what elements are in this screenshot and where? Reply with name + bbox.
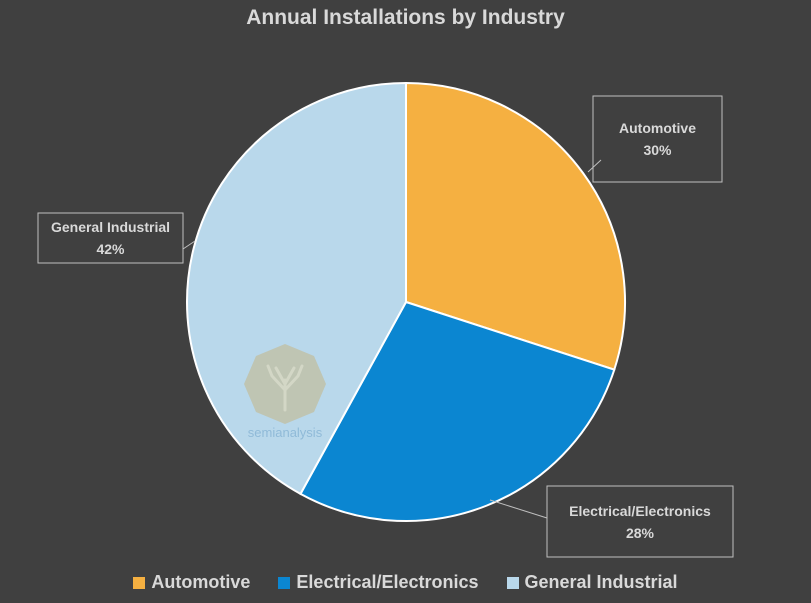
legend: Automotive Electrical/Electronics Genera… bbox=[0, 572, 811, 593]
callout-general-industrial: General Industrial 42% bbox=[38, 213, 183, 263]
callout-automotive: Automotive 30% bbox=[593, 96, 722, 182]
legend-swatch-general-industrial bbox=[506, 576, 519, 589]
legend-label-electrical-electronics: Electrical/Electronics bbox=[296, 572, 479, 592]
leader-line-electrical-electronics bbox=[489, 499, 548, 519]
legend-item-electrical-electronics: Electrical/Electronics bbox=[278, 572, 479, 593]
callout-general-industrial-value: 42% bbox=[96, 241, 125, 257]
legend-item-general-industrial: General Industrial bbox=[506, 572, 678, 593]
pie-slice-electrical-electronics bbox=[299, 300, 616, 522]
callout-automotive-label: Automotive bbox=[619, 120, 696, 136]
leader-line-automotive bbox=[587, 159, 602, 173]
pie-slice-general-industrial bbox=[186, 81, 407, 496]
pie-slices bbox=[186, 81, 626, 522]
legend-swatch-automotive bbox=[133, 576, 146, 589]
callout-box-electrical-electronics bbox=[546, 485, 734, 558]
callout-automotive-value: 30% bbox=[643, 142, 672, 158]
leader-line-general-industrial bbox=[182, 240, 196, 250]
callout-leaders bbox=[37, 95, 734, 558]
legend-swatch-electrical-electronics bbox=[278, 576, 291, 589]
legend-label-automotive: Automotive bbox=[151, 572, 251, 592]
callout-electrical-electronics-value: 28% bbox=[625, 524, 655, 541]
legend-label-general-industrial: General Industrial bbox=[524, 572, 678, 592]
semianalysis-watermark: semianalysis bbox=[238, 340, 332, 440]
callout-box-automotive bbox=[592, 95, 723, 183]
chart-title: Annual Installations by Industry bbox=[246, 6, 565, 29]
callout-electrical-electronics-label: Electrical/Electronics bbox=[569, 502, 711, 519]
legend-item-automotive: Automotive bbox=[133, 572, 250, 593]
svg-text:semianalysis: semianalysis bbox=[248, 425, 323, 440]
callout-electrical-electronics: Electrical/Electronics 28% bbox=[547, 486, 733, 557]
callout-box-general-industrial bbox=[37, 212, 184, 264]
pie-slice-automotive bbox=[405, 81, 626, 371]
callout-general-industrial-label: General Industrial bbox=[50, 219, 171, 235]
